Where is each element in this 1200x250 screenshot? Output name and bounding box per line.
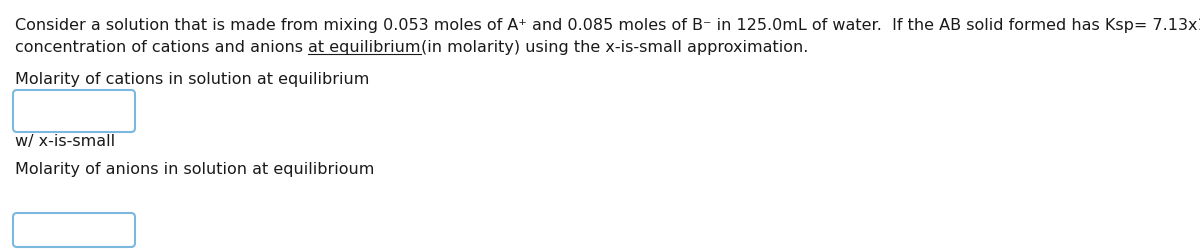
FancyBboxPatch shape: [13, 213, 134, 247]
Text: Molarity of anions in solution at equilibrioum: Molarity of anions in solution at equili…: [14, 162, 374, 177]
Text: at equilibrium: at equilibrium: [308, 40, 421, 55]
FancyBboxPatch shape: [13, 90, 134, 132]
Text: Consider a solution that is made from mixing 0.053 moles of A⁺ and 0.085 moles o: Consider a solution that is made from mi…: [14, 18, 1200, 33]
Text: concentration of cations and anions: concentration of cations and anions: [14, 40, 308, 55]
Text: (in molarity) using the x-is-small approximation.: (in molarity) using the x-is-small appro…: [421, 40, 808, 55]
Text: Molarity of cations in solution at equilibrium: Molarity of cations in solution at equil…: [14, 72, 370, 87]
Text: w/ x-is-small: w/ x-is-small: [14, 134, 115, 149]
